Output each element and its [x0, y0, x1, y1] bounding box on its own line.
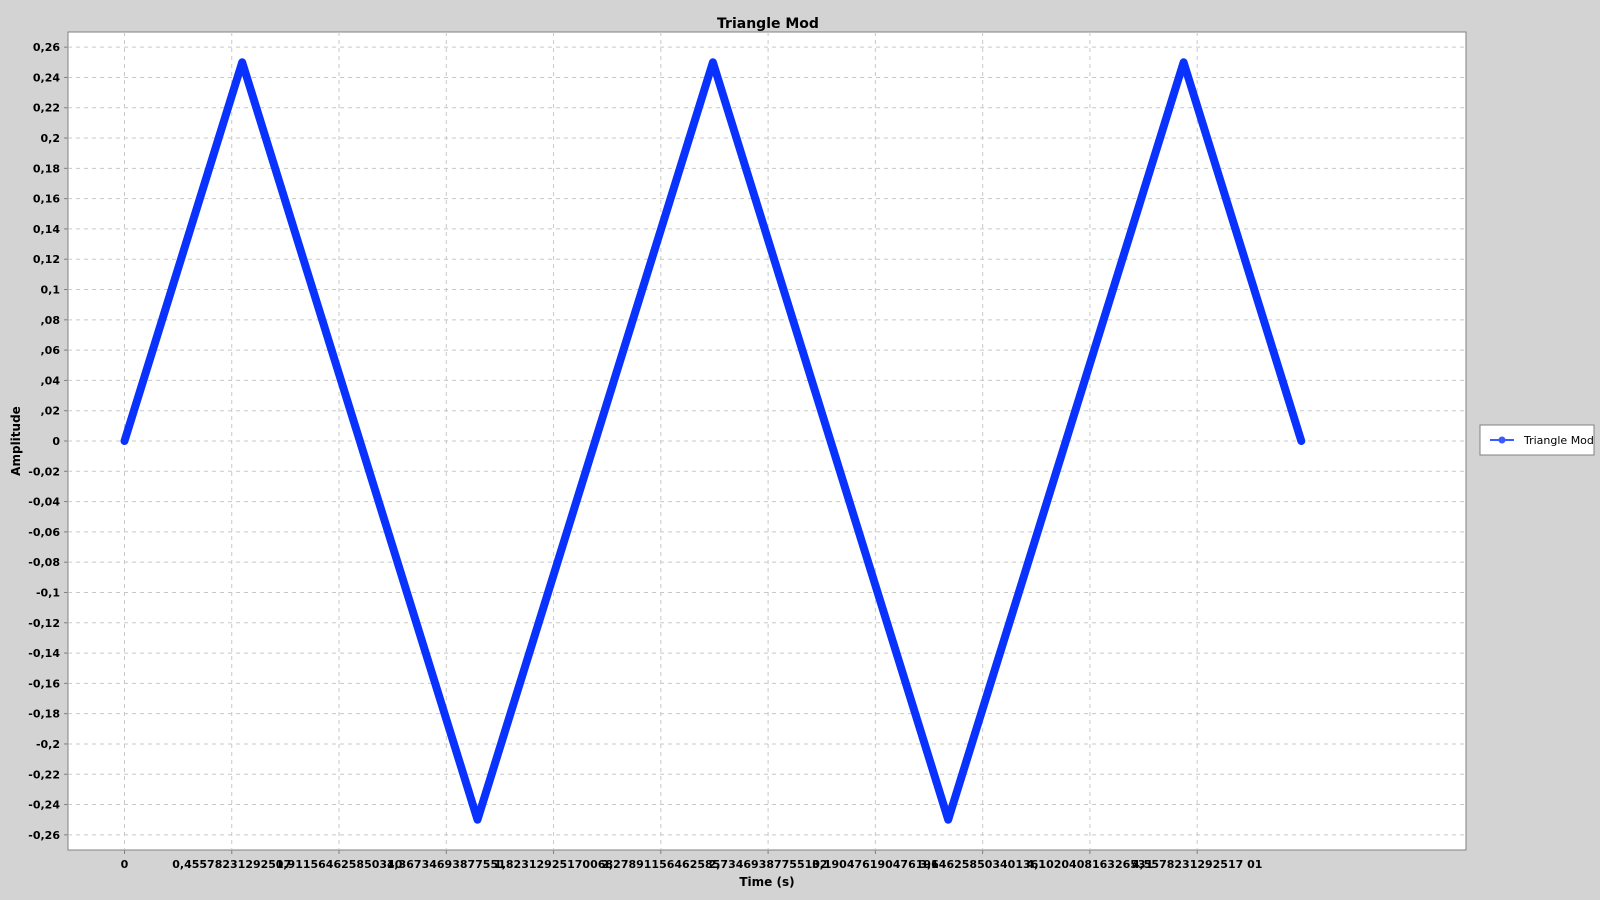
y-tick-label: -0,04 [28, 496, 60, 509]
legend-marker [1498, 436, 1506, 444]
y-tick-label: -0,24 [28, 799, 60, 812]
y-tick-label: 0 [52, 435, 60, 448]
x-tick-label: 2,73469387755102 [709, 858, 828, 871]
y-tick-label: -0,08 [28, 556, 60, 569]
data-point [239, 59, 246, 66]
data-point [121, 438, 128, 444]
y-tick-label: 0,1 [41, 284, 61, 297]
y-tick-label: -0,16 [28, 677, 60, 690]
data-point [1298, 438, 1305, 444]
x-tick-label: 0,45578231292517 [172, 858, 291, 871]
y-tick-label: -0,22 [28, 768, 60, 781]
y-axis: 0,26 0,24 0,22 0,2 0,18 0,16 0,14 0,12 0,1 ,08 ,06… [28, 41, 68, 842]
y-tick-label: ,06 [41, 344, 61, 357]
legend: Triangle Mod [1479, 424, 1595, 456]
y-tick-label: 0,22 [33, 102, 60, 115]
y-tick-label: -0,12 [28, 617, 60, 630]
data-point [1180, 59, 1187, 66]
data-point [474, 816, 481, 823]
x-tick-label: 2,27891156462585 [601, 858, 720, 871]
y-tick-label: 0,2 [41, 132, 61, 145]
y-tick-label: -0,18 [28, 708, 60, 721]
chart-title: Triangle Mod [717, 16, 819, 32]
y-tick-label: -0,2 [36, 738, 60, 751]
y-tick-label: 0,26 [33, 41, 60, 54]
y-tick-label: 0,18 [33, 162, 60, 175]
x-tick-label: 3,190476190476191 [812, 858, 939, 871]
legend-label: Triangle Mod [1523, 434, 1594, 447]
x-axis-label: Time (s) [739, 875, 794, 889]
x-tick-label: 1,82312925170068 [494, 858, 613, 871]
data-point [709, 59, 716, 66]
x-tick-label: 4,5578231292517 01 [1132, 858, 1262, 871]
x-axis: 0 0,455782312925170,9115646258503401,3673… [121, 850, 1262, 871]
y-tick-label: -0,1 [36, 586, 60, 599]
y-axis-label: Amplitude [9, 406, 23, 476]
y-tick-label: ,04 [41, 374, 61, 387]
y-tick-label: 0,16 [33, 193, 60, 206]
x-tick-label: 0 [121, 858, 129, 871]
y-tick-label: ,02 [41, 405, 61, 418]
y-tick-label: 0,24 [33, 71, 60, 84]
x-tick-label: 4,102040816326531 [1027, 858, 1154, 871]
y-tick-label: -0,02 [28, 465, 60, 478]
x-tick-label: 1,36734693877551 [387, 858, 506, 871]
y-tick-label: ,08 [41, 314, 61, 327]
series-layer [120, 58, 1306, 824]
x-tick-label: 0,911564625850340 [276, 858, 403, 871]
y-tick-label: 0,14 [33, 223, 60, 236]
y-tick-label: -0,14 [28, 647, 60, 660]
data-point [945, 816, 952, 823]
y-tick-label: -0,26 [28, 829, 60, 842]
y-tick-label: 0,12 [33, 253, 60, 266]
y-tick-label: -0,06 [28, 526, 60, 539]
x-tick-label: 3,646258503401361 [919, 858, 1046, 871]
